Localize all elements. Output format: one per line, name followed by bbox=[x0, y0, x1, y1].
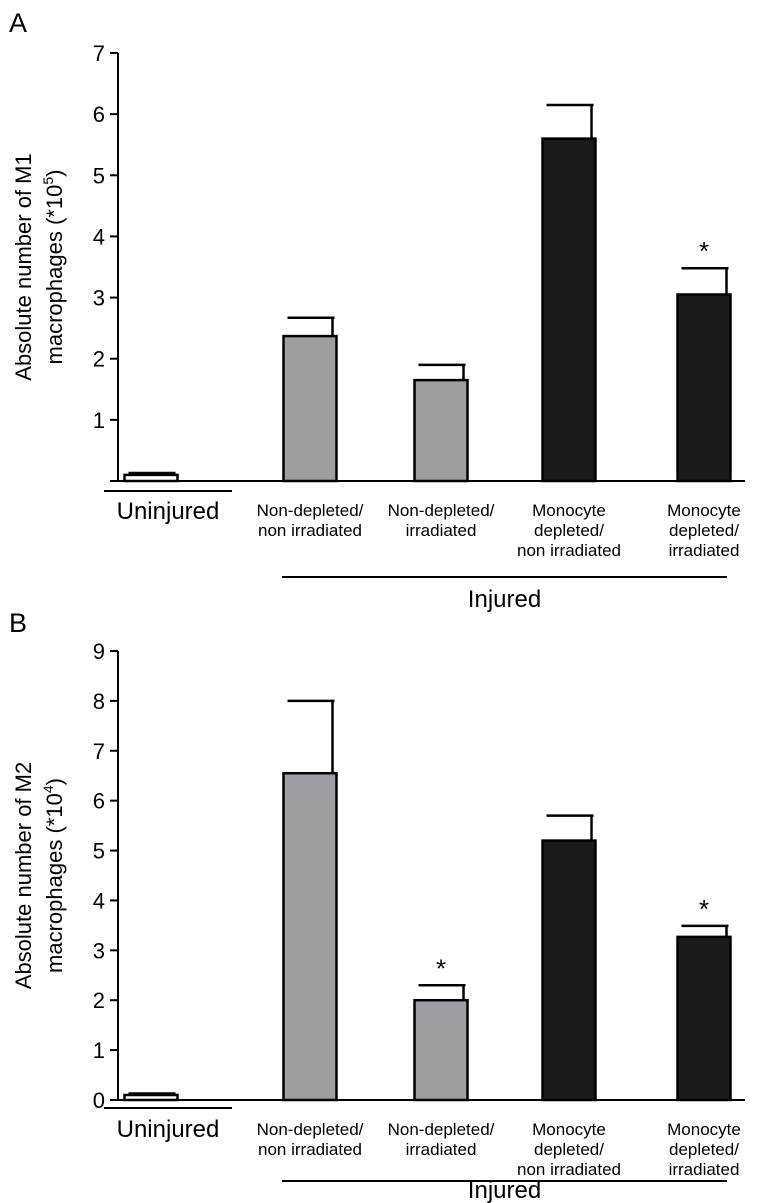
panel-label: B bbox=[9, 608, 27, 638]
y-axis-label-end: ) bbox=[42, 778, 67, 785]
category-label: non irradiated bbox=[258, 521, 362, 540]
bar-4 bbox=[541, 137, 597, 483]
category-label: depleted/ bbox=[669, 1140, 739, 1159]
y-tick-label: 0 bbox=[93, 1088, 105, 1113]
y-tick-label: 5 bbox=[93, 163, 105, 188]
y-axis-label-line2: macrophages (*104) bbox=[40, 778, 67, 973]
category-label: Non-depleted/ bbox=[257, 1120, 364, 1139]
bar-2 bbox=[282, 334, 338, 483]
bar-3 bbox=[413, 378, 469, 483]
y-axis-label-line2: macrophages (*105) bbox=[40, 170, 67, 365]
category-label: Non-depleted/ bbox=[388, 501, 495, 520]
y-tick-label: 2 bbox=[93, 988, 105, 1013]
category-label: irradiated bbox=[406, 1140, 477, 1159]
group-label-injured: Injured bbox=[468, 586, 541, 613]
chart-panel-b: B 0 1 2 3 4 5 6 7 8 9 Absolute number of M2 macropha… bbox=[9, 608, 745, 1203]
y-axis-label-line1: Absolute number of M2 bbox=[11, 762, 36, 989]
bar-5 bbox=[676, 293, 732, 483]
bar-1 bbox=[123, 1093, 179, 1102]
y-axis-label-exponent: 5 bbox=[40, 177, 56, 185]
category-label: Uninjured bbox=[117, 1116, 220, 1143]
panel-label: A bbox=[9, 8, 27, 38]
category-label: depleted/ bbox=[534, 521, 604, 540]
group-label-injured: Injured bbox=[468, 1177, 541, 1203]
significance-marker: * bbox=[699, 236, 709, 266]
category-label: irradiated bbox=[669, 541, 740, 560]
significance-marker: * bbox=[699, 894, 709, 924]
category-label: Monocyte bbox=[667, 1120, 741, 1139]
y-tick-label: 3 bbox=[93, 938, 105, 963]
y-axis-label: Absolute number of M1 macrophages (*105) bbox=[11, 153, 67, 380]
y-axis-label: Absolute number of M2 macrophages (*104) bbox=[11, 762, 67, 989]
category-label: irradiated bbox=[669, 1160, 740, 1179]
y-tick-label: 4 bbox=[93, 888, 105, 913]
bar-5 bbox=[676, 935, 732, 1102]
y-tick-label: 1 bbox=[93, 408, 105, 433]
category-label: non irradiated bbox=[517, 1160, 621, 1179]
chart-panel-a: A 1 2 3 4 5 6 7 Absolute number of M1 macrophages… bbox=[9, 8, 745, 613]
significance-marker: * bbox=[436, 953, 446, 983]
category-label: Non-depleted/ bbox=[257, 501, 364, 520]
y-axis-label-base: macrophages (*10 bbox=[42, 793, 67, 973]
y-tick-label: 6 bbox=[93, 102, 105, 127]
y-tick-label: 1 bbox=[93, 1038, 105, 1063]
bar-4 bbox=[541, 839, 597, 1102]
y-tick-label: 3 bbox=[93, 286, 105, 311]
y-axis-label-line1: Absolute number of M1 bbox=[11, 153, 36, 380]
category-label: depleted/ bbox=[534, 1140, 604, 1159]
category-label: Monocyte bbox=[667, 501, 741, 520]
category-label: irradiated bbox=[406, 521, 477, 540]
category-label: depleted/ bbox=[669, 521, 739, 540]
category-label: non irradiated bbox=[517, 541, 621, 560]
category-label: Monocyte bbox=[532, 1120, 606, 1139]
bar-2 bbox=[282, 771, 338, 1102]
y-tick-label: 2 bbox=[93, 347, 105, 372]
y-axis-label-exponent: 4 bbox=[40, 785, 56, 793]
category-label: Monocyte bbox=[532, 501, 606, 520]
category-label: Uninjured bbox=[117, 498, 220, 525]
y-tick-label: 4 bbox=[93, 224, 105, 249]
bar-3 bbox=[413, 998, 469, 1102]
y-axis-label-end: ) bbox=[42, 170, 67, 177]
y-tick-label: 6 bbox=[93, 789, 105, 814]
y-tick-label: 7 bbox=[93, 739, 105, 764]
y-tick-label: 7 bbox=[93, 41, 105, 66]
y-tick-label: 8 bbox=[93, 689, 105, 714]
y-tick-label: 5 bbox=[93, 839, 105, 864]
category-label: non irradiated bbox=[258, 1140, 362, 1159]
category-label: Non-depleted/ bbox=[388, 1120, 495, 1139]
bar-1 bbox=[123, 473, 179, 483]
y-axis-label-base: macrophages (*10 bbox=[42, 185, 67, 365]
y-tick-label: 9 bbox=[93, 639, 105, 664]
